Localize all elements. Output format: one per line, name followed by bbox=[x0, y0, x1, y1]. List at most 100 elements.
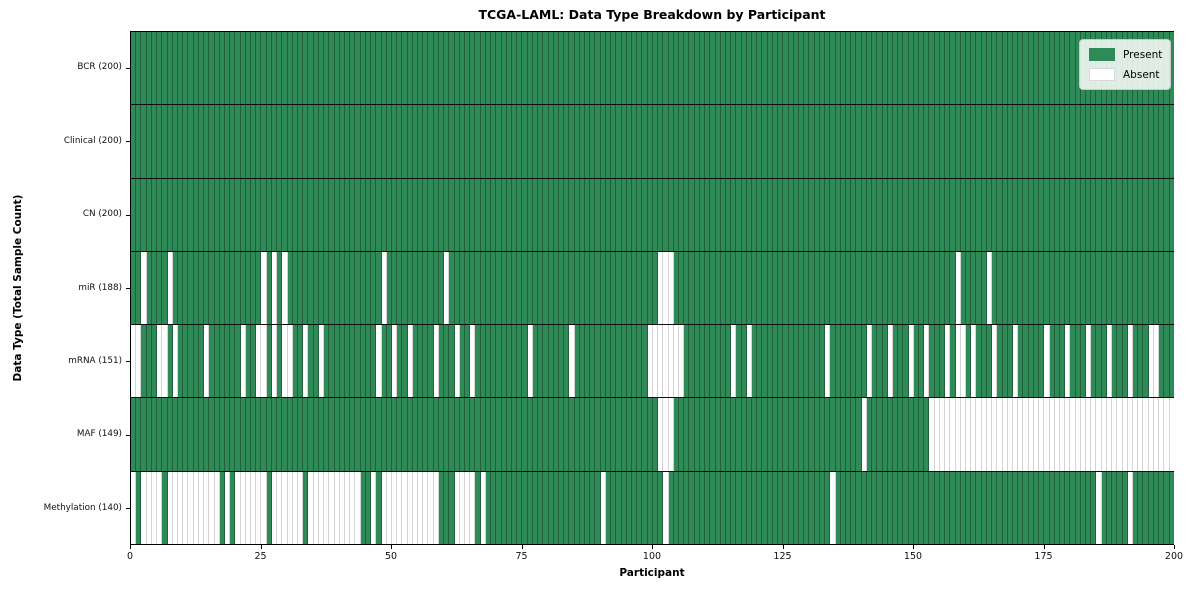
heatmap-cell bbox=[1101, 325, 1107, 398]
heatmap-cell bbox=[793, 471, 799, 544]
heatmap-cell bbox=[251, 325, 257, 398]
heatmap-cell bbox=[1033, 398, 1040, 471]
heatmap-cell bbox=[684, 105, 690, 178]
heatmap-cell bbox=[376, 325, 382, 398]
heatmap-cell bbox=[355, 325, 361, 398]
heatmap-cell bbox=[799, 178, 805, 251]
heatmap-cell bbox=[647, 325, 653, 398]
heatmap-cell bbox=[934, 178, 940, 251]
heatmap-cell bbox=[444, 32, 450, 105]
plot-area bbox=[130, 31, 1174, 545]
heatmap-cell bbox=[986, 32, 993, 105]
heatmap-cell bbox=[287, 398, 293, 471]
heatmap-cell bbox=[131, 325, 137, 398]
heatmap-cell bbox=[261, 398, 267, 471]
heatmap-cell bbox=[903, 105, 909, 178]
heatmap-cell bbox=[725, 251, 732, 325]
heatmap-cell bbox=[501, 251, 507, 325]
heatmap-cell bbox=[746, 105, 753, 178]
heatmap-cell bbox=[214, 178, 220, 251]
heatmap-cell bbox=[501, 398, 507, 471]
heatmap-cell bbox=[334, 32, 340, 105]
heatmap-cell bbox=[308, 32, 314, 105]
heatmap-cell bbox=[1143, 398, 1149, 471]
heatmap-cell bbox=[136, 32, 142, 105]
heatmap-cell bbox=[271, 178, 278, 251]
heatmap-cell bbox=[678, 251, 685, 325]
heatmap-cell bbox=[1054, 471, 1060, 544]
heatmap-cell bbox=[997, 471, 1003, 544]
heatmap-cell bbox=[1164, 471, 1170, 544]
heatmap-cell bbox=[543, 398, 549, 471]
y-tick-label-BCR: BCR (200) bbox=[77, 62, 122, 73]
heatmap-cell bbox=[465, 32, 471, 105]
heatmap-cell bbox=[465, 251, 471, 325]
heatmap-cell bbox=[1091, 251, 1097, 325]
heatmap-cell bbox=[183, 471, 189, 544]
x-tick-mark bbox=[913, 545, 914, 549]
heatmap-cell bbox=[621, 325, 627, 398]
heatmap-cell bbox=[141, 251, 147, 325]
heatmap-cell bbox=[423, 178, 429, 251]
heatmap-cell bbox=[334, 325, 340, 398]
heatmap-cell bbox=[689, 32, 695, 105]
heatmap-cell bbox=[1133, 251, 1139, 325]
heatmap-cell bbox=[428, 105, 434, 178]
heatmap-cell bbox=[402, 178, 408, 251]
heatmap-cell bbox=[344, 325, 351, 398]
heatmap-cell bbox=[992, 471, 998, 544]
heatmap-cell bbox=[543, 325, 549, 398]
heatmap-row-BCR bbox=[131, 32, 1174, 106]
heatmap-cell bbox=[783, 32, 789, 105]
heatmap-cell bbox=[532, 471, 539, 544]
heatmap-cell bbox=[219, 471, 225, 544]
x-tick-label: 75 bbox=[515, 551, 528, 562]
heatmap-cell bbox=[162, 105, 168, 178]
heatmap-cell bbox=[532, 178, 539, 251]
heatmap-cell bbox=[642, 178, 648, 251]
heatmap-cell bbox=[1148, 398, 1154, 471]
heatmap-cell bbox=[193, 105, 199, 178]
heatmap-cell bbox=[511, 105, 518, 178]
heatmap-cell bbox=[298, 251, 304, 325]
heatmap-cell bbox=[1086, 398, 1092, 471]
heatmap-cell bbox=[538, 325, 544, 398]
heatmap-cell bbox=[193, 398, 199, 471]
heatmap-cell bbox=[313, 178, 319, 251]
heatmap-cell bbox=[360, 398, 366, 471]
heatmap-cell bbox=[558, 105, 565, 178]
heatmap-cell bbox=[652, 105, 659, 178]
heatmap-cell bbox=[277, 325, 283, 398]
heatmap-cell bbox=[814, 398, 820, 471]
heatmap-cell bbox=[517, 325, 523, 398]
heatmap-cell bbox=[919, 105, 925, 178]
heatmap-cell bbox=[652, 325, 659, 398]
heatmap-cell bbox=[590, 251, 596, 325]
heatmap-row-CN bbox=[131, 178, 1174, 252]
heatmap-cell bbox=[167, 251, 173, 325]
heatmap-cell bbox=[1049, 178, 1055, 251]
heatmap-cell bbox=[799, 32, 805, 105]
heatmap-cell bbox=[303, 471, 309, 544]
heatmap-cell bbox=[1101, 471, 1107, 544]
heatmap-cell bbox=[146, 178, 152, 251]
heatmap-cell bbox=[230, 105, 236, 178]
heatmap-cell bbox=[783, 178, 789, 251]
heatmap-cell bbox=[454, 32, 460, 105]
heatmap-cell bbox=[433, 251, 439, 325]
y-tick-label-mRNA: mRNA (151) bbox=[68, 355, 122, 366]
heatmap-cell bbox=[157, 251, 163, 325]
heatmap-cell bbox=[224, 325, 231, 398]
heatmap-cell bbox=[329, 398, 335, 471]
heatmap-cell bbox=[162, 251, 168, 325]
heatmap-cell bbox=[162, 325, 168, 398]
heatmap-cell bbox=[694, 471, 700, 544]
heatmap-cell bbox=[365, 105, 372, 178]
heatmap-cell bbox=[866, 251, 873, 325]
heatmap-cell bbox=[459, 471, 465, 544]
heatmap-cell bbox=[1148, 471, 1154, 544]
heatmap-cell bbox=[1169, 325, 1174, 398]
heatmap-cell bbox=[1075, 251, 1081, 325]
heatmap-cell bbox=[919, 325, 925, 398]
